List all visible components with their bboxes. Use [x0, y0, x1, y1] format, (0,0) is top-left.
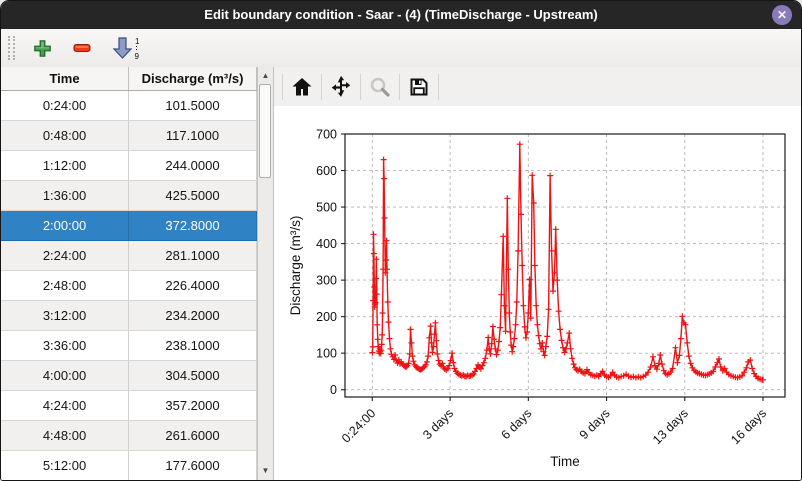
table-cell[interactable]: 117.1000 [129, 121, 257, 150]
table-cell[interactable]: 425.5000 [129, 181, 257, 210]
sort-ascending-button[interactable]: 1 9 [105, 33, 149, 63]
toolbar-separator [360, 73, 361, 100]
table-scrollbar[interactable]: ▲ ▼ [257, 67, 273, 480]
table-cell[interactable]: 4:00:00 [1, 361, 129, 390]
edit-toolbar: 1 9 [1, 29, 801, 68]
y-tick-label: 200 [316, 310, 337, 324]
table-cell[interactable]: 4:24:00 [1, 391, 129, 420]
table-cell[interactable]: 1:36:00 [1, 181, 129, 210]
table-row[interactable]: 3:12:00 234.2000 [1, 301, 257, 331]
table-cell[interactable]: 3:36:00 [1, 331, 129, 360]
discharge-time-chart[interactable]: 0 100 200 300 400 500 600 700 0:24:00 3 days 6 day… [274, 106, 802, 481]
x-axis-label: Time [550, 454, 580, 469]
table-cell[interactable]: 101.5000 [129, 91, 257, 120]
toolbar-separator [282, 73, 283, 100]
window-title: Edit boundary condition - Saar - (4) (Ti… [204, 7, 598, 22]
add-row-button[interactable] [25, 33, 59, 63]
toolbar-drag-handle[interactable] [8, 36, 15, 60]
toolbar-separator [438, 73, 439, 100]
x-tick-label: 3 days [420, 406, 456, 442]
chart-panel: 0 100 200 300 400 500 600 700 0:24:00 3 days 6 day… [273, 67, 801, 480]
table-cell[interactable]: 4:48:00 [1, 421, 129, 450]
y-tick-label: 500 [316, 201, 337, 215]
home-button[interactable] [285, 72, 319, 102]
x-tick-label: 6 days [499, 406, 535, 442]
table-body: 0:24:00 101.5000 0:48:00 117.1000 1:12:00 244… [1, 91, 257, 480]
y-tick-label: 0 [330, 383, 337, 397]
close-icon: ✕ [776, 8, 788, 22]
plus-icon [33, 39, 51, 57]
minus-icon [73, 43, 91, 53]
table-row[interactable]: 1:36:00 425.5000 [1, 181, 257, 211]
table-row[interactable]: 1:12:00 244.0000 [1, 151, 257, 181]
y-tick-label: 300 [316, 274, 337, 288]
table-row[interactable]: 5:12:00 177.6000 [1, 451, 257, 480]
figure-toolbar [274, 67, 801, 106]
close-button[interactable]: ✕ [772, 5, 792, 25]
sort-ascending-icon: 1 9 [112, 37, 140, 60]
series-plus-markers [369, 141, 766, 383]
table-cell[interactable]: 2:24:00 [1, 241, 129, 270]
sort-first-label: 1 [135, 37, 140, 46]
toolbar-separator [321, 73, 322, 100]
y-tick-label: 700 [316, 128, 337, 142]
zoom-button[interactable] [363, 72, 397, 102]
table-row[interactable]: 0:48:00 117.1000 [1, 121, 257, 151]
scroll-down-icon[interactable]: ▼ [261, 466, 270, 475]
toolbar-separator [399, 73, 400, 100]
table-cell[interactable]: 357.2000 [129, 391, 257, 420]
x-tick-label: 0:24:00 [339, 406, 378, 445]
table-cell[interactable]: 261.6000 [129, 421, 257, 450]
save-button[interactable] [402, 72, 436, 102]
table-row[interactable]: 2:48:00 226.4000 [1, 271, 257, 301]
table-cell[interactable]: 2:00:00 [1, 211, 129, 240]
magnifier-icon [370, 77, 390, 97]
table-row[interactable]: 4:00:00 304.5000 [1, 361, 257, 391]
column-header-time: Time [1, 67, 129, 90]
scroll-up-icon[interactable]: ▲ [261, 71, 270, 80]
home-icon [292, 77, 312, 95]
table-cell[interactable]: 244.0000 [129, 151, 257, 180]
table-cell[interactable]: 3:12:00 [1, 301, 129, 330]
table-row[interactable]: 4:48:00 261.6000 [1, 421, 257, 451]
table-cell[interactable]: 0:24:00 [1, 91, 129, 120]
table-cell[interactable]: 177.6000 [129, 451, 257, 480]
table-cell[interactable]: 5:12:00 [1, 451, 129, 480]
table-cell[interactable]: 281.1000 [129, 241, 257, 270]
table-row-selected[interactable]: 2:00:00 372.8000 [1, 211, 257, 241]
plot-frame [344, 133, 786, 398]
remove-row-button[interactable] [65, 33, 99, 63]
table-cell[interactable]: 234.2000 [129, 301, 257, 330]
table-cell[interactable]: 2:48:00 [1, 271, 129, 300]
title-bar[interactable]: Edit boundary condition - Saar - (4) (Ti… [1, 1, 801, 29]
pan-icon [331, 75, 351, 97]
table-cell[interactable]: 1:12:00 [1, 151, 129, 180]
pan-button[interactable] [324, 72, 358, 102]
save-icon [410, 78, 428, 95]
table-row[interactable]: 0:24:00 101.5000 [1, 91, 257, 121]
x-tick-label: 9 days [577, 406, 613, 442]
table-cell[interactable]: 0:48:00 [1, 121, 129, 150]
table-cell[interactable]: 304.5000 [129, 361, 257, 390]
time-series-table: Time Discharge (m³/s) 0:24:00 101.5000 0:4… [1, 67, 257, 480]
table-header: Time Discharge (m³/s) [1, 67, 257, 91]
table-row[interactable]: 3:36:00 238.1000 [1, 331, 257, 361]
y-axis-label: Discharge (m³/s) [288, 216, 303, 316]
table-cell[interactable]: 372.8000 [129, 211, 257, 240]
y-tick-label: 100 [316, 347, 337, 361]
scrollbar-thumb[interactable] [259, 84, 271, 178]
x-tick-label: 13 days [650, 406, 691, 447]
column-header-discharge: Discharge (m³/s) [129, 67, 257, 90]
table-cell[interactable]: 226.4000 [129, 271, 257, 300]
y-tick-label: 400 [316, 237, 337, 251]
table-row[interactable]: 2:24:00 281.1000 [1, 241, 257, 271]
sort-last-label: 9 [135, 52, 140, 60]
y-tick-label: 600 [316, 164, 337, 178]
table-row[interactable]: 4:24:00 357.2000 [1, 391, 257, 421]
table-cell[interactable]: 238.1000 [129, 331, 257, 360]
x-tick-label: 16 days [728, 406, 769, 447]
